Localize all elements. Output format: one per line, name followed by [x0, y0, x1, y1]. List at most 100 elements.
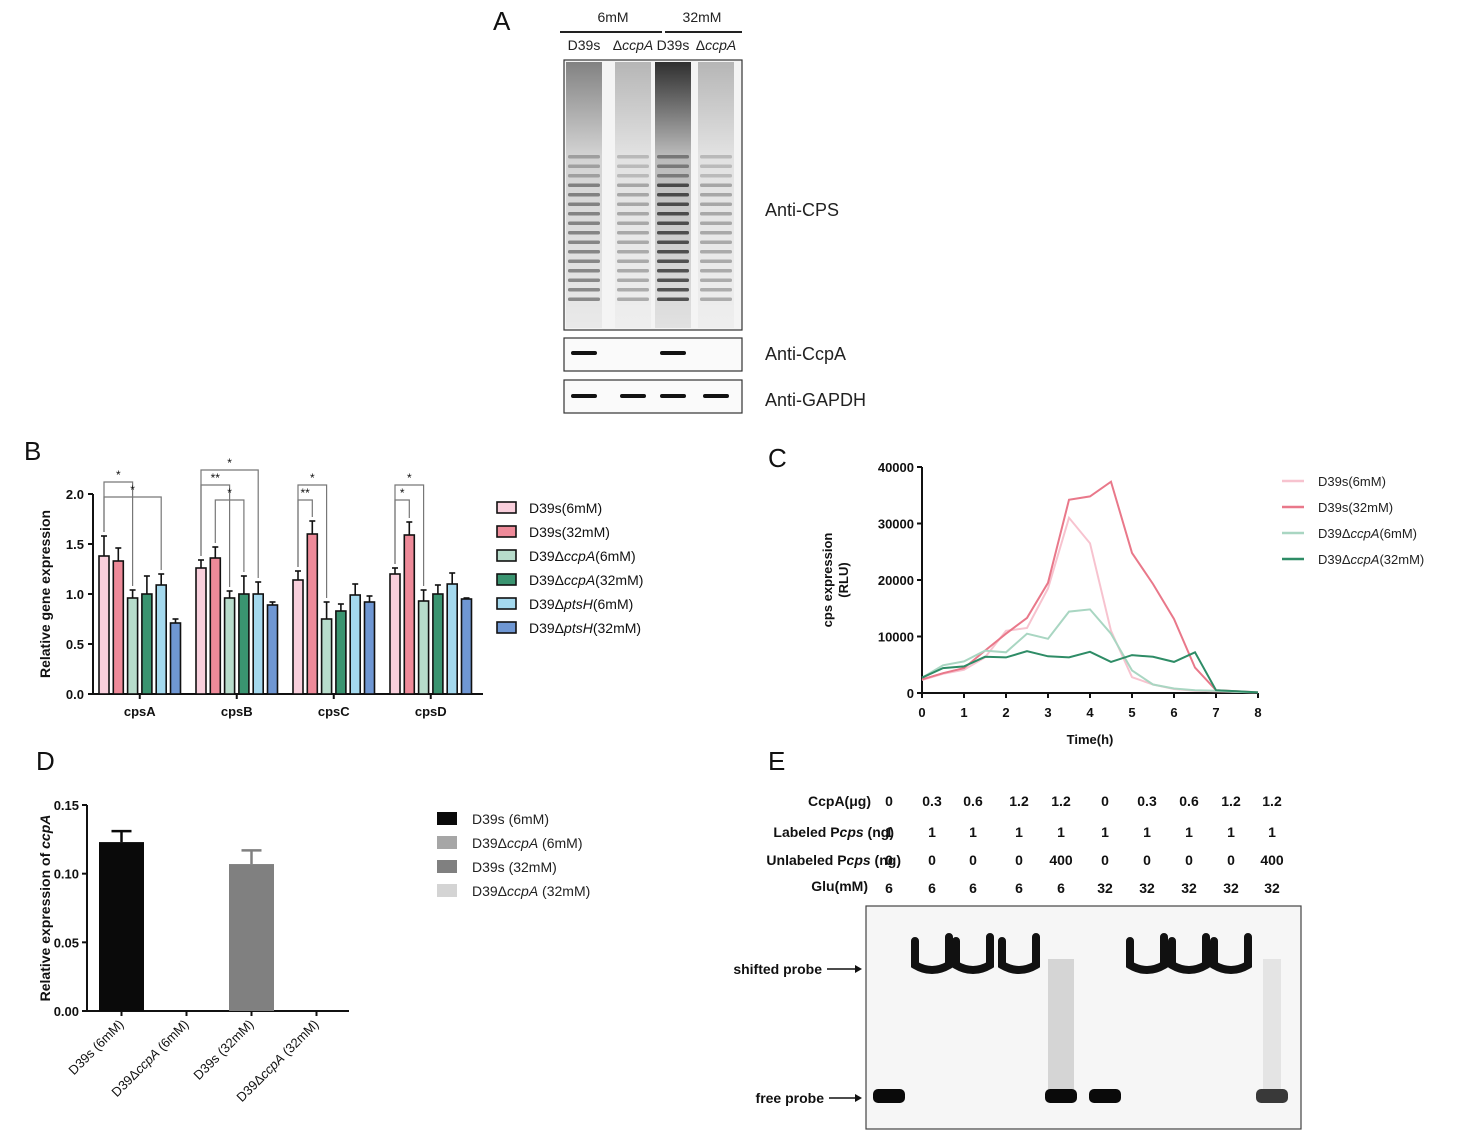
y-tick-label: 1.0: [66, 587, 84, 602]
cps-ladder-band: [700, 164, 732, 168]
cps-ladder-band: [617, 202, 649, 206]
shifted-band: [1210, 933, 1252, 974]
emsa-cell: 0.6: [1179, 793, 1199, 809]
cps-ladder-band: [617, 155, 649, 159]
legend-label: D39ΔccpA (32mM): [472, 883, 590, 899]
lane-label: ΔccpA: [613, 37, 653, 53]
significance-marker: *: [407, 471, 412, 485]
cps-ladder-band: [617, 183, 649, 187]
cps-ladder-band: [617, 221, 649, 225]
cps-ladder-band: [657, 221, 689, 225]
cps-ladder-band: [657, 259, 689, 263]
emsa-cell: 0: [1185, 852, 1193, 868]
cps-ladder-band: [700, 212, 732, 216]
cps-ladder-band: [568, 212, 600, 216]
emsa-cell: 0: [1143, 852, 1151, 868]
cps-ladder-band: [700, 297, 732, 301]
cps-ladder-band: [617, 193, 649, 197]
series-line: [921, 515, 1259, 694]
emsa-cell: 0: [1015, 852, 1023, 868]
significance-marker: **: [300, 486, 310, 500]
shifted-band: [911, 933, 953, 974]
legend-swatch: [496, 549, 517, 562]
bar: [238, 593, 250, 695]
emsa-cell: 6: [1015, 880, 1023, 896]
significance-bracket: [103, 496, 162, 570]
emsa-cell: 1.2: [1262, 793, 1282, 809]
emsa-cell: 0: [1101, 793, 1109, 809]
significance-marker: *: [310, 471, 315, 485]
cps-ladder-band: [568, 202, 600, 206]
bar: [446, 583, 459, 695]
gapdh-band: [620, 394, 646, 398]
y-axis-label: Relative expression of ccpA: [37, 815, 53, 1002]
cps-ladder-band: [700, 174, 732, 178]
cps-ladder-band: [657, 269, 689, 273]
cps-ladder-band: [657, 202, 689, 206]
bar: [195, 567, 207, 695]
free-band: [1256, 1089, 1288, 1103]
panel-label-c: C: [768, 443, 787, 473]
emsa-cell: 0: [1227, 852, 1235, 868]
cps-ladder-band: [700, 288, 732, 292]
panel-label-a: A: [493, 6, 511, 36]
bar: [223, 597, 236, 695]
cps-ladder-band: [657, 193, 689, 197]
cps-ladder-band: [617, 231, 649, 235]
cps-ladder-band: [700, 202, 732, 206]
y-tick-label: 0.0: [66, 687, 84, 702]
bar: [349, 594, 362, 695]
condition-label: 32mM: [683, 9, 722, 25]
shifted-smear: [1048, 959, 1074, 1089]
panel-label-b: B: [24, 436, 42, 466]
significance-bracket: [394, 499, 410, 564]
bar: [335, 610, 347, 695]
bar: [432, 593, 444, 695]
x-tick-label: cpsD: [415, 704, 447, 719]
x-tick-label: 0: [918, 705, 925, 720]
cps-ladder-band: [700, 155, 732, 159]
legend-swatch: [496, 621, 517, 634]
x-tick-label: 4: [1086, 705, 1094, 720]
bar: [403, 534, 416, 695]
emsa-cell: 1: [1057, 824, 1065, 840]
significance-bracket: [297, 499, 313, 567]
significance-bracket: [214, 499, 245, 572]
emsa-cell: 32: [1264, 880, 1280, 896]
legend-label: D39ΔptsH(32mM): [529, 620, 641, 636]
y-tick-label: 2.0: [66, 487, 84, 502]
significance-marker: *: [400, 486, 405, 500]
cps-ladder-band: [700, 278, 732, 282]
x-tick-label: 6: [1170, 705, 1177, 720]
legend-label: D39s(32mM): [529, 524, 610, 540]
bar: [209, 557, 222, 695]
emsa-cell: 1: [1143, 824, 1151, 840]
panel-label-e: E: [768, 746, 786, 776]
lane-label: ΔccpA: [696, 37, 736, 53]
bar: [389, 573, 401, 695]
cps-ladder-band: [568, 278, 600, 282]
legend-label: D39ΔccpA(6mM): [529, 548, 636, 564]
emsa-cell: 6: [885, 880, 893, 896]
cps-ladder-band: [700, 259, 732, 263]
cps-ladder-band: [617, 278, 649, 282]
cps-ladder-band: [617, 212, 649, 216]
cps-ladder-band: [657, 174, 689, 178]
cps-ladder-band: [568, 183, 600, 187]
legend-swatch: [496, 501, 517, 514]
emsa-cell: 1: [1185, 824, 1193, 840]
emsa-cell: 6: [969, 880, 977, 896]
significance-marker: *: [227, 486, 232, 500]
emsa-cell: 32: [1097, 880, 1113, 896]
cps-ladder-band: [617, 259, 649, 263]
x-tick-label: cpsA: [124, 704, 156, 719]
cps-ladder-band: [568, 193, 600, 197]
ccpa-band: [660, 351, 686, 355]
bar: [417, 600, 430, 695]
emsa-cell: 0: [969, 852, 977, 868]
emsa-cell: 1: [1101, 824, 1109, 840]
legend-swatch: [437, 812, 457, 825]
